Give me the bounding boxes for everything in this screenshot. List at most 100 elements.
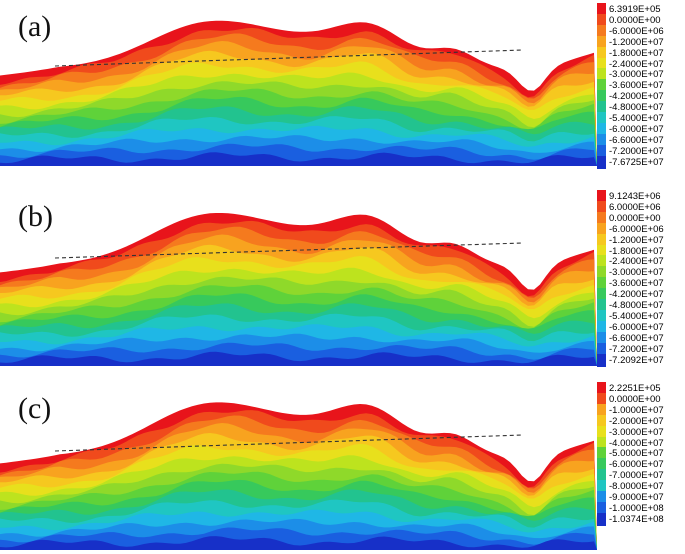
legend-entry: -1.2000E+07 (597, 233, 685, 247)
contour-band (0, 536, 597, 550)
legend-label: -3.0000E+07 (609, 69, 664, 81)
legend-swatch (597, 144, 606, 158)
panel-b: (b) 9.1243E+06 6.0000E+06 0.0000E+00 -6.000… (0, 185, 685, 370)
legend-entry: -1.8000E+07 (597, 46, 685, 60)
legend-swatch (597, 447, 606, 461)
legend-entry: 0.0000E+00 (597, 392, 685, 406)
legend-label: -1.2000E+07 (609, 36, 664, 48)
legend-entry: -5.4000E+07 (597, 309, 685, 323)
legend-label: -7.0000E+07 (609, 470, 664, 482)
legend-entry: -4.8000E+07 (597, 101, 685, 115)
legend-label: -7.2000E+07 (609, 343, 664, 355)
legend-label: -3.6000E+07 (609, 278, 664, 290)
legend-label: -1.0000E+07 (609, 404, 664, 416)
legend-swatch (597, 299, 606, 312)
legend-label: -6.0000E+07 (609, 459, 664, 471)
reference-dashed-line (54, 242, 523, 259)
legend-entry: -4.2000E+07 (597, 288, 685, 302)
panel-label-c: (c) (18, 392, 52, 425)
legend-entry: -7.6725E+07 (597, 155, 685, 169)
legend-label: 0.0000E+00 (609, 212, 661, 224)
legend-label: -6.0000E+07 (609, 123, 664, 135)
legend-label: -1.8000E+07 (609, 245, 664, 257)
legend-label: 6.3919E+05 (609, 4, 661, 15)
legend-swatch (597, 458, 606, 472)
legend-entry: -2.4000E+07 (597, 255, 685, 269)
legend-entry: -9.0000E+07 (597, 491, 685, 504)
legend-entry: -5.0000E+07 (597, 447, 685, 461)
legend-entry: -7.0000E+07 (597, 469, 685, 483)
legend-entry: -4.8000E+07 (597, 299, 685, 312)
legend-swatch (597, 266, 606, 280)
legend-label: -1.8000E+07 (609, 47, 664, 59)
legend-label: -7.2092E+07 (609, 354, 664, 366)
legend-swatch (597, 13, 606, 27)
legend-swatch (597, 3, 606, 16)
legend-entry: -1.2000E+07 (597, 35, 685, 49)
legend-label: -3.0000E+07 (609, 267, 664, 279)
legend-label: -2.4000E+07 (609, 256, 664, 268)
legend-swatch (597, 501, 606, 515)
legend-entry: -6.0000E+06 (597, 222, 685, 236)
legend-entry: -6.0000E+06 (597, 24, 685, 38)
legend-label: -7.2000E+07 (609, 145, 664, 157)
stress-contour-field-c (0, 402, 597, 550)
legend-label: -6.6000E+07 (609, 134, 664, 146)
legend-swatch (597, 190, 606, 203)
legend-label: -3.0000E+07 (609, 426, 664, 438)
legend-entry: -7.2092E+07 (597, 353, 685, 367)
legend-entry: -8.0000E+07 (597, 480, 685, 494)
panel-a: (a) 6.3919E+05 0.0000E+00 -6.0000E+06 -1.20… (0, 0, 685, 170)
legend-label: -6.0000E+07 (609, 321, 664, 333)
legend-label: -4.2000E+07 (609, 289, 664, 301)
legend-entry: -6.0000E+07 (597, 458, 685, 472)
legend-swatch (597, 403, 606, 417)
legend-label: -9.0000E+07 (609, 492, 664, 503)
legend-entry: 6.0000E+06 (597, 200, 685, 214)
panel-c: (c) 2.2251E+05 0.0000E+00 -1.0000E+07 -2.00… (0, 372, 685, 554)
legend-entry: -3.6000E+07 (597, 277, 685, 291)
legend-entry: 9.1243E+06 (597, 190, 685, 203)
legend-swatch (597, 35, 606, 49)
legend-entry: -7.2000E+07 (597, 342, 685, 356)
legend-label: -5.4000E+07 (609, 310, 664, 322)
legend-label: -3.6000E+07 (609, 80, 664, 92)
legend-swatch (597, 331, 606, 345)
legend-label: -6.0000E+06 (609, 223, 664, 235)
panel-label-b: (b) (18, 200, 53, 233)
legend-swatch (597, 512, 606, 526)
legend-label: -4.2000E+07 (609, 91, 664, 103)
legend-swatch (597, 309, 606, 323)
legend-swatch (597, 233, 606, 247)
legend-entry: -6.6000E+07 (597, 133, 685, 147)
legend-label: 6.0000E+06 (609, 201, 661, 213)
legend-label: -4.0000E+07 (609, 437, 664, 449)
legend-swatch (597, 57, 606, 71)
legend-label: -5.4000E+07 (609, 113, 664, 124)
legend-swatch (597, 353, 606, 367)
legend-swatch (597, 480, 606, 494)
legend-entry: -1.0374E+08 (597, 512, 685, 526)
legend-swatch (597, 255, 606, 269)
legend-swatch (597, 436, 606, 450)
legend-label: -1.0374E+08 (609, 513, 664, 525)
legend-label: -6.0000E+06 (609, 25, 664, 37)
stress-contour-field-b (0, 213, 597, 366)
legend-label: -8.0000E+07 (609, 481, 664, 493)
legend-entry: -6.6000E+07 (597, 331, 685, 345)
legend-entry: -3.0000E+07 (597, 68, 685, 82)
legend-entry: 0.0000E+00 (597, 13, 685, 27)
legend-entry: -4.0000E+07 (597, 436, 685, 450)
legend-swatch (597, 155, 606, 169)
legend-swatch (597, 211, 606, 225)
legend-label: -4.8000E+07 (609, 300, 664, 311)
stress-contour-field-a (0, 20, 597, 167)
legend-swatch (597, 222, 606, 236)
legend-swatch (597, 491, 606, 504)
legend-entry: -3.6000E+07 (597, 79, 685, 93)
legend-swatch (597, 320, 606, 334)
legend-swatch (597, 469, 606, 483)
legend-swatch (597, 342, 606, 356)
legend-swatch (597, 414, 606, 428)
legend-entry: -5.4000E+07 (597, 112, 685, 125)
